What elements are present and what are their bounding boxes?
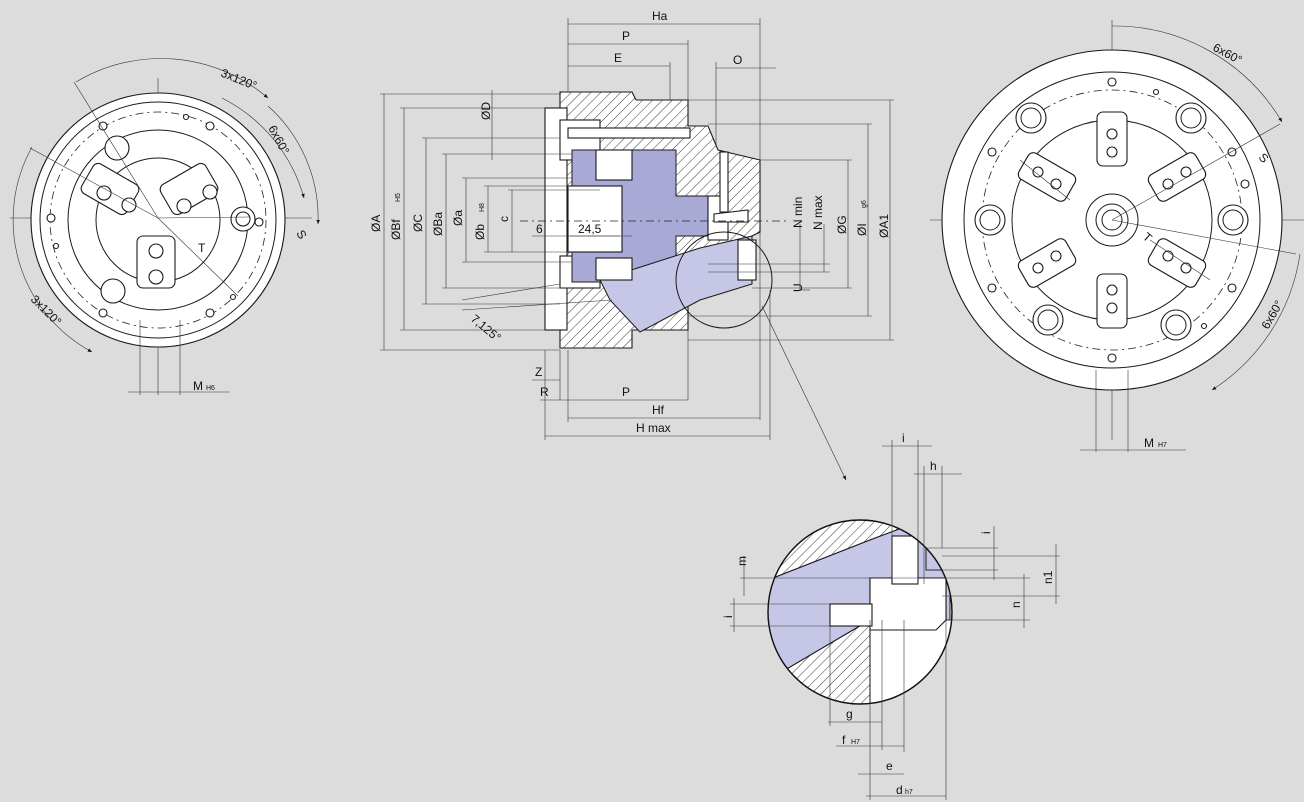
left-M-tol: H6 — [206, 385, 215, 392]
dim-24-5: 24,5 — [578, 222, 602, 236]
right-angle-top: 6x60° — [1211, 40, 1245, 67]
dim-c: c — [497, 216, 511, 222]
detail-d: d — [896, 783, 903, 797]
detail-view: i h i n1 n m i g f H7 e d h7 — [721, 431, 1060, 800]
dim-OI: ØI — [855, 223, 869, 236]
dim-Hmax: H max — [636, 421, 671, 435]
left-M-label: M — [193, 379, 203, 393]
dim-OBf-tol: H5 — [395, 193, 402, 202]
dim-OI-tol: g6 — [861, 200, 868, 208]
right-angle-right: 6x60° — [1258, 298, 1286, 332]
detail-i-top: i — [902, 431, 905, 445]
detail-m: m — [735, 556, 749, 566]
dim-angle: 7,125° — [468, 312, 504, 345]
dim-Ob-tol: H8 — [479, 203, 486, 212]
right-jaws — [1017, 111, 1207, 329]
left-jaw-3 — [136, 235, 176, 289]
left-jaw-1 — [80, 162, 140, 216]
dim-P-top: P — [622, 29, 630, 43]
detail-h: h — [930, 459, 937, 473]
dim-Ha: Ha — [652, 9, 668, 23]
detail-i-left: i — [721, 615, 735, 618]
detail-f-tol: H7 — [851, 739, 860, 746]
dim-OA1: ØA1 — [877, 214, 891, 238]
dim-OA: ØA — [369, 215, 383, 232]
dim-6: 6 — [536, 222, 543, 236]
detail-e: e — [886, 759, 893, 773]
dim-Ob: Øb — [473, 224, 487, 240]
dim-OBf: ØBf — [389, 219, 403, 240]
right-bolt-holes — [974, 102, 1249, 341]
left-S-label: S — [293, 228, 309, 242]
dim-Nmin: N min — [791, 197, 805, 228]
dim-OG: ØG — [835, 215, 849, 234]
detail-d-tol: h7 — [905, 789, 913, 796]
dim-OBa: ØBa — [431, 212, 445, 236]
dim-U: U — [791, 283, 805, 292]
dim-R: R — [540, 385, 549, 399]
left-T-label: T — [198, 241, 206, 255]
left-jaw-2 — [159, 162, 219, 216]
dim-OD: ØD — [479, 102, 493, 120]
right-M-label: M — [1144, 436, 1154, 450]
detail-n1: n1 — [1041, 570, 1055, 584]
dim-Z: Z — [535, 365, 542, 379]
dim-Oa: Øa — [451, 210, 465, 226]
section-view: Ha P E O — [369, 9, 894, 481]
detail-g: g — [846, 707, 853, 721]
right-front-view: 6x60° 6x60° S T M H7 — [930, 20, 1304, 452]
dim-Nmax: N max — [811, 195, 825, 230]
dim-P-bottom: P — [622, 385, 630, 399]
right-M-tol: H7 — [1158, 442, 1167, 449]
dim-O: O — [733, 53, 742, 67]
detail-f: f — [842, 733, 846, 747]
detail-n: n — [1009, 601, 1023, 608]
left-front-view: 3x120° 6x60° 3x120° S T M H6 — [10, 58, 320, 395]
dim-E: E — [614, 51, 622, 65]
left-angle-top: 3x120° — [219, 66, 259, 93]
detail-i-right: i — [979, 531, 993, 534]
dim-Hf: Hf — [652, 403, 665, 417]
dim-OC: ØC — [411, 214, 425, 232]
